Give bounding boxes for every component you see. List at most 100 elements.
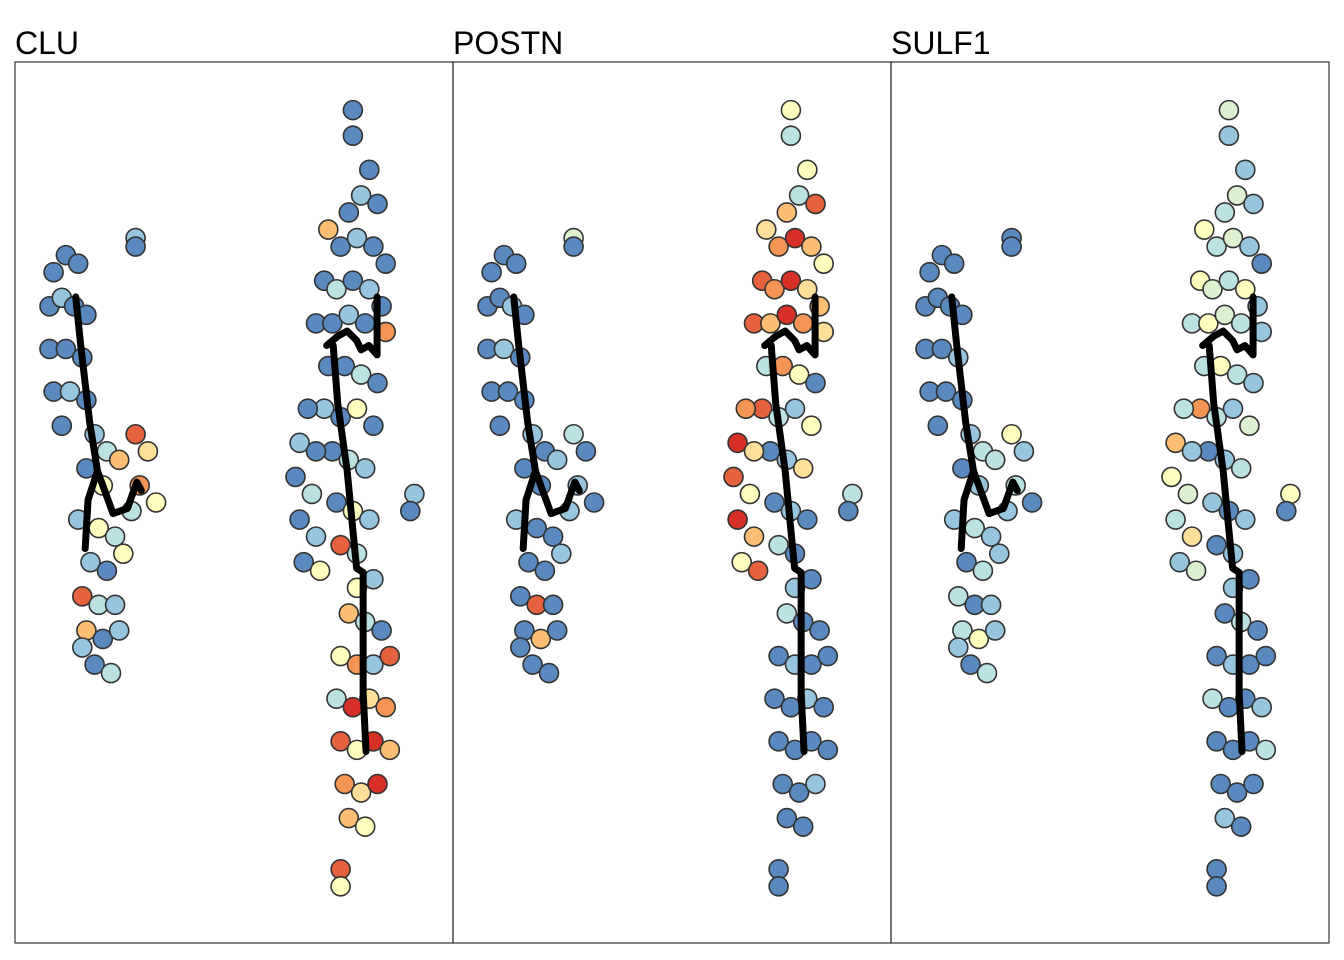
- cell-point: [780, 99, 802, 121]
- cell-point: [72, 586, 93, 607]
- cell-point: [1210, 773, 1231, 795]
- cell-point: [1239, 568, 1260, 590]
- cell-point: [125, 423, 146, 445]
- cell-point: [1169, 551, 1190, 573]
- cell-point: [935, 381, 957, 402]
- cell-point: [505, 253, 527, 274]
- facet-title: CLU: [15, 25, 79, 61]
- cell-point: [776, 603, 798, 624]
- cell-point: [489, 415, 511, 437]
- cell-point: [805, 372, 826, 394]
- cell-point: [747, 560, 769, 582]
- cell-point: [1202, 492, 1223, 513]
- cell-point: [375, 253, 397, 274]
- cell-point: [1165, 432, 1186, 454]
- cell-point: [293, 551, 315, 573]
- facet-title: POSTN: [453, 25, 563, 61]
- cell-point: [575, 441, 597, 462]
- cell-point: [350, 185, 372, 206]
- cell-point: [546, 449, 568, 471]
- cell-point: [1198, 313, 1219, 334]
- cell-point: [326, 278, 347, 300]
- cell-point: [801, 415, 822, 437]
- cell-point: [338, 603, 360, 624]
- cell-point: [768, 876, 789, 897]
- cell-point: [768, 645, 789, 667]
- cell-point: [788, 185, 810, 206]
- cell-point: [788, 782, 810, 803]
- cell-point: [346, 227, 368, 249]
- cell-point: [1206, 876, 1227, 897]
- cell-point: [768, 731, 789, 752]
- cell-point: [1181, 441, 1203, 462]
- cell-point: [583, 492, 605, 513]
- trajectory: [1205, 342, 1246, 756]
- trajectory: [510, 293, 539, 553]
- cell-point: [84, 654, 105, 675]
- cell-point: [1021, 492, 1043, 513]
- cell-point: [776, 807, 798, 829]
- cell-point: [956, 551, 977, 573]
- cell-point: [367, 773, 388, 795]
- cell-point: [743, 441, 765, 462]
- cell-point: [1206, 534, 1227, 556]
- cell-point: [51, 415, 73, 437]
- cell-point: [792, 816, 814, 837]
- cell-point: [1177, 483, 1199, 505]
- cell-point: [297, 398, 319, 419]
- cell-point: [1001, 423, 1022, 445]
- cell-point: [1218, 270, 1240, 292]
- cell-point: [1239, 236, 1260, 257]
- cell-point: [358, 509, 380, 530]
- cell-point: [305, 441, 327, 462]
- cell-point: [104, 594, 126, 616]
- cell-point: [801, 568, 822, 590]
- cell-point: [809, 620, 830, 641]
- cell-point: [1235, 159, 1256, 181]
- cell-point: [980, 526, 1002, 547]
- cell-point: [1218, 125, 1240, 147]
- cell-point: [322, 313, 343, 334]
- trajectory: [1199, 293, 1257, 359]
- cell-point: [350, 782, 372, 803]
- cell-point: [399, 500, 421, 522]
- cell-point: [404, 483, 425, 505]
- cell-point: [145, 492, 167, 513]
- cell-point: [735, 398, 757, 419]
- cell-point: [792, 313, 814, 334]
- cell-point: [542, 526, 564, 547]
- cell-point: [968, 628, 990, 650]
- cell-point: [984, 620, 1006, 641]
- cell-point: [1276, 500, 1297, 522]
- cell-point: [780, 270, 802, 292]
- cell-point: [481, 261, 502, 283]
- cell-point: [1013, 441, 1035, 462]
- cell-point: [289, 432, 310, 454]
- cell-point: [943, 253, 965, 274]
- cell-point: [1235, 278, 1256, 300]
- cell-point: [919, 261, 940, 283]
- cell-point: [1243, 193, 1264, 215]
- cell-point: [330, 731, 351, 752]
- cell-point: [108, 449, 130, 471]
- cell-point: [931, 338, 953, 360]
- cell-point: [137, 441, 159, 462]
- cell-point: [108, 620, 130, 641]
- cell-point: [768, 858, 789, 880]
- cell-point: [92, 628, 114, 650]
- cell-point: [796, 509, 818, 530]
- cell-point: [1214, 202, 1236, 223]
- facet-title: SULF1: [891, 25, 991, 61]
- trajectory: [329, 342, 370, 756]
- cell-point: [1206, 236, 1227, 257]
- cell-point: [338, 304, 360, 326]
- cell-point: [509, 586, 531, 607]
- cell-point: [350, 364, 372, 385]
- cell-point: [530, 628, 552, 650]
- cell-point: [317, 219, 339, 240]
- cell-point: [550, 543, 572, 564]
- cell-point: [330, 858, 351, 880]
- cell-point: [305, 526, 327, 547]
- cell-point: [1226, 364, 1248, 385]
- cell-point: [1202, 278, 1223, 300]
